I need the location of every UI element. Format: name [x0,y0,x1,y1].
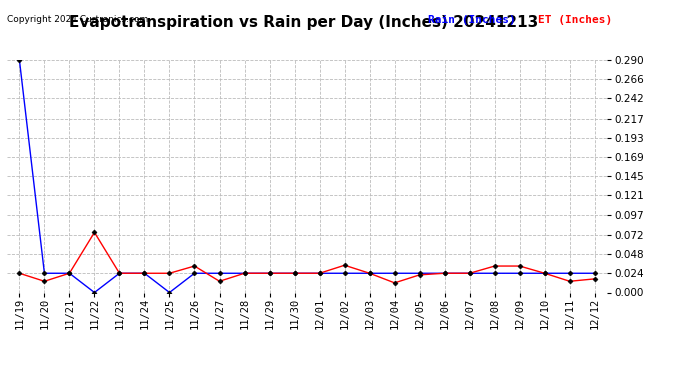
Text: ET (Inches): ET (Inches) [538,15,613,25]
Text: Rain (Inches): Rain (Inches) [428,15,515,25]
Text: Copyright 2024 Curtronics.com: Copyright 2024 Curtronics.com [7,15,148,24]
Text: Evapotranspiration vs Rain per Day (Inches) 20241213: Evapotranspiration vs Rain per Day (Inch… [69,15,538,30]
